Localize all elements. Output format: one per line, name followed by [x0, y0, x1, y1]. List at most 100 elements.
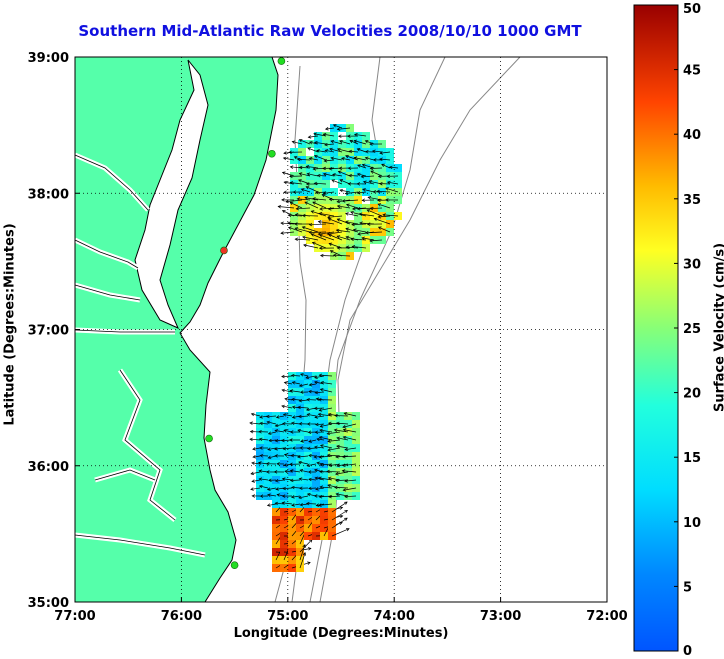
velocity-vector — [281, 375, 293, 377]
velocity-arrowhead — [249, 429, 254, 434]
velocity-vector — [320, 463, 333, 466]
velocity-arrowhead — [306, 422, 311, 426]
velocity-arrowhead — [252, 447, 256, 451]
velocity-vector — [363, 181, 375, 185]
y-tick-label: 36:00 — [28, 460, 69, 475]
velocity-arrowhead — [348, 173, 353, 178]
velocity-vector — [308, 439, 317, 443]
velocity-arrowhead — [344, 220, 349, 224]
estuary-edge-2 — [74, 284, 141, 301]
velocity-vector — [268, 455, 277, 459]
velocity-arrowhead — [356, 190, 361, 195]
y-tick-label: 39:00 — [28, 51, 69, 66]
velocity-vector — [315, 391, 325, 394]
velocity-vector — [325, 149, 335, 153]
velocity-arrowhead — [316, 173, 321, 178]
velocity-arrowhead — [289, 478, 294, 483]
velocity-vector — [304, 201, 319, 209]
velocity-vector — [302, 226, 319, 233]
velocity-arrowhead — [339, 140, 343, 144]
velocity-arrowhead — [281, 388, 286, 393]
velocity-vector — [369, 239, 383, 242]
velocity-vector — [323, 167, 335, 169]
velocity-arrowhead — [259, 494, 264, 498]
velocity-vector — [312, 198, 327, 201]
velocity-vector — [283, 414, 293, 417]
velocity-arrowhead — [298, 179, 302, 183]
velocity-vector — [280, 222, 295, 225]
velocity-vector — [282, 172, 295, 177]
velocity-vector — [328, 218, 343, 225]
velocity-vector — [343, 436, 357, 441]
velocity-arrowhead — [356, 182, 361, 186]
velocity-arrowhead — [362, 188, 366, 192]
velocity-vector — [307, 413, 317, 417]
velocity-vector — [336, 229, 351, 233]
velocity-arrowhead — [298, 495, 302, 500]
velocity-vector — [259, 478, 269, 481]
velocity-arrowhead — [291, 140, 296, 144]
velocity-arrowhead — [318, 455, 323, 459]
velocity-arrowhead — [324, 142, 328, 147]
velocity-vector — [290, 390, 301, 393]
velocity-arrowhead — [336, 147, 341, 152]
velocity-arrowhead — [297, 428, 301, 433]
velocity-vector — [319, 455, 333, 458]
velocity-arrowhead — [296, 157, 301, 162]
velocity-arrowhead — [335, 455, 339, 459]
velocity-vector — [323, 191, 335, 194]
velocity-arrowhead — [312, 167, 317, 171]
velocity-vector — [300, 439, 309, 442]
velocity-arrowhead — [281, 494, 286, 498]
velocity-vector — [344, 412, 357, 417]
velocity-vector — [378, 215, 391, 218]
velocity-arrowhead — [306, 172, 311, 176]
velocity-arrowhead — [357, 164, 361, 168]
velocity-arrowhead — [294, 213, 299, 217]
velocity-arrowhead — [315, 503, 320, 507]
velocity-arrowhead — [305, 164, 310, 169]
velocity-arrowhead — [356, 148, 361, 152]
velocity-vector — [329, 198, 343, 201]
velocity-vector — [259, 485, 269, 489]
velocity-arrowhead — [345, 227, 349, 231]
velocity-arrowhead — [276, 493, 281, 497]
velocity-arrowhead — [258, 477, 263, 481]
x-axis-label: Longitude (Degrees:Minutes) — [233, 626, 449, 641]
velocity-arrowhead — [328, 494, 332, 499]
velocity-arrowhead — [342, 424, 346, 429]
velocity-arrowhead — [284, 397, 288, 401]
velocity-vector — [267, 503, 277, 506]
velocity-vector — [352, 207, 367, 210]
velocity-vector — [280, 231, 295, 234]
velocity-vector — [331, 179, 343, 185]
velocity-arrowhead — [336, 218, 341, 222]
velocity-vector — [313, 133, 327, 137]
radar-station — [277, 57, 286, 65]
velocity-arrowhead — [326, 469, 330, 474]
velocity-arrowhead — [377, 203, 382, 207]
velocity-arrowhead — [282, 156, 287, 161]
velocity-vector — [291, 503, 301, 506]
colorbar-tick-label: 10 — [683, 516, 701, 531]
velocity-arrowhead — [328, 166, 333, 171]
velocity-arrowhead — [306, 413, 311, 417]
velocity-arrowhead — [251, 479, 255, 483]
velocity-vector — [370, 167, 383, 169]
velocity-vector — [314, 415, 325, 418]
velocity-vector — [316, 462, 325, 465]
velocity-vector — [318, 221, 335, 225]
velocity-arrowhead — [298, 139, 303, 143]
velocity-arrowhead — [301, 213, 306, 218]
velocity-vector — [316, 150, 327, 153]
velocity-arrowhead — [379, 181, 383, 186]
velocity-arrowhead — [268, 438, 272, 443]
station-layer — [205, 57, 286, 570]
velocity-vector — [365, 140, 375, 145]
velocity-arrowhead — [283, 190, 287, 194]
velocity-vector — [342, 199, 359, 202]
velocity-arrowhead — [379, 151, 383, 155]
velocity-arrowhead — [372, 149, 376, 153]
velocity-arrowhead — [327, 476, 332, 481]
velocity-arrowhead — [265, 462, 270, 466]
